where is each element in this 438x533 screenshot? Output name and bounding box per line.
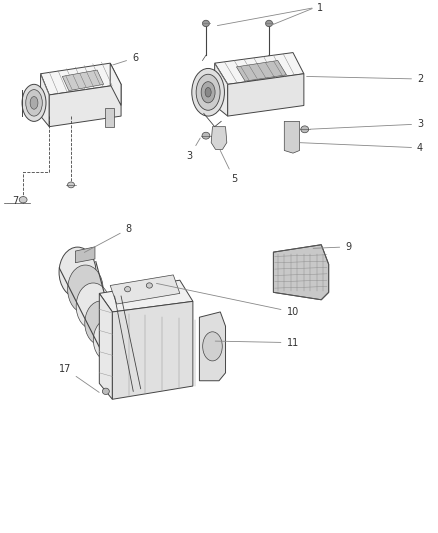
Polygon shape [41,63,121,95]
Ellipse shape [192,68,224,116]
Ellipse shape [67,182,74,188]
Ellipse shape [205,87,211,97]
Ellipse shape [110,355,138,393]
Ellipse shape [196,74,220,110]
Ellipse shape [301,126,309,133]
Polygon shape [215,53,304,84]
Text: 4: 4 [300,143,423,153]
Polygon shape [284,122,300,153]
Ellipse shape [201,82,215,103]
Ellipse shape [59,247,96,297]
Ellipse shape [202,132,210,139]
Ellipse shape [93,319,124,361]
Text: 3: 3 [187,138,200,161]
Ellipse shape [22,84,46,122]
Ellipse shape [203,332,222,361]
Ellipse shape [30,96,38,109]
Ellipse shape [102,388,110,394]
Ellipse shape [19,197,27,203]
Polygon shape [110,63,121,106]
Ellipse shape [146,283,152,288]
Ellipse shape [102,337,131,377]
Ellipse shape [85,301,117,345]
Ellipse shape [202,20,209,27]
Text: 2: 2 [307,74,423,84]
Polygon shape [113,301,193,399]
Polygon shape [273,245,328,300]
Ellipse shape [26,90,42,116]
Polygon shape [110,275,180,304]
Text: 10: 10 [156,284,299,317]
Polygon shape [105,108,114,127]
Text: 11: 11 [215,337,299,348]
Polygon shape [237,61,286,81]
Text: 5: 5 [220,150,237,184]
Text: 17: 17 [59,364,99,392]
Polygon shape [49,84,121,127]
Text: 7: 7 [6,196,18,206]
Polygon shape [99,280,193,312]
Polygon shape [228,74,304,116]
Polygon shape [215,63,228,116]
Polygon shape [99,293,113,399]
Ellipse shape [67,265,103,313]
Polygon shape [75,247,95,263]
Polygon shape [199,312,226,381]
Polygon shape [62,70,104,91]
Ellipse shape [265,20,272,27]
Text: 8: 8 [85,224,131,253]
Text: 1: 1 [317,3,323,13]
Polygon shape [41,74,49,127]
Text: 3: 3 [310,119,423,129]
Polygon shape [211,127,227,149]
Text: 9: 9 [313,242,351,252]
Ellipse shape [76,283,110,329]
Ellipse shape [124,287,131,292]
Text: 6: 6 [113,53,138,65]
